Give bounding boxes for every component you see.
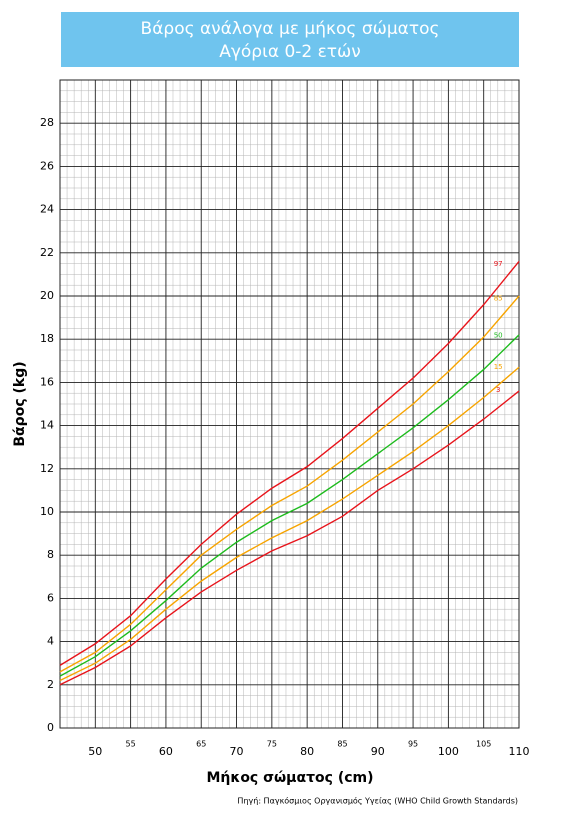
y-tick-label: 14 xyxy=(40,419,54,432)
x-tick-label: 55 xyxy=(126,740,136,749)
y-tick-label: 12 xyxy=(40,462,54,475)
y-axis-label: Βάρος (kg) xyxy=(12,361,28,446)
x-tick-label: 60 xyxy=(159,745,173,758)
y-tick-label: 6 xyxy=(47,591,54,604)
y-tick-label: 0 xyxy=(47,721,54,734)
x-tick-label: 75 xyxy=(267,740,277,749)
x-tick-label: 70 xyxy=(230,745,244,758)
plot-frame xyxy=(59,79,520,729)
legend-label: 50 xyxy=(494,332,503,340)
legend-label: 85 xyxy=(494,294,503,302)
chart-subtitle: Αγόρια 0-2 ετών xyxy=(219,42,361,62)
y-tick-label: 26 xyxy=(40,159,54,172)
y-tick-label: 28 xyxy=(40,116,54,129)
y-tick-label: 20 xyxy=(40,289,54,302)
chart-title: Βάρος ανάλογα με μήκος σώματος xyxy=(141,19,440,39)
x-tick-label: 105 xyxy=(476,740,491,749)
y-tick-label: 22 xyxy=(40,246,54,259)
legend-label: 97 xyxy=(494,260,503,268)
percentile-line xyxy=(59,295,520,673)
x-tick-label: 110 xyxy=(509,745,530,758)
y-tick-label: 16 xyxy=(40,375,54,388)
x-tick-label: 90 xyxy=(371,745,385,758)
x-axis-label: Μήκος σώματος (cm) xyxy=(206,770,373,786)
y-tick-label: 10 xyxy=(40,505,54,518)
x-tick-label: 85 xyxy=(337,740,347,749)
x-tick-label: 100 xyxy=(438,745,459,758)
y-tick-label: 4 xyxy=(47,635,54,648)
legend-label: 15 xyxy=(494,363,503,371)
legend-label: 3 xyxy=(496,386,500,394)
x-tick-label: 50 xyxy=(88,745,102,758)
percentile-line xyxy=(59,260,520,666)
percentile-line xyxy=(59,366,520,682)
x-tick-label: 65 xyxy=(196,740,206,749)
x-tick-label: 95 xyxy=(408,740,418,749)
y-tick-label: 8 xyxy=(47,548,54,561)
y-tick-label: 18 xyxy=(40,332,54,345)
title-box xyxy=(61,12,519,67)
source-note: Πηγή: Παγκόσμιος Οργανισμός Υγείας (WHO … xyxy=(237,796,518,806)
y-tick-label: 24 xyxy=(40,203,54,216)
y-tick-label: 2 xyxy=(47,678,54,691)
percentile-line xyxy=(59,334,520,677)
percentile-line xyxy=(59,390,520,686)
x-tick-label: 80 xyxy=(300,745,314,758)
